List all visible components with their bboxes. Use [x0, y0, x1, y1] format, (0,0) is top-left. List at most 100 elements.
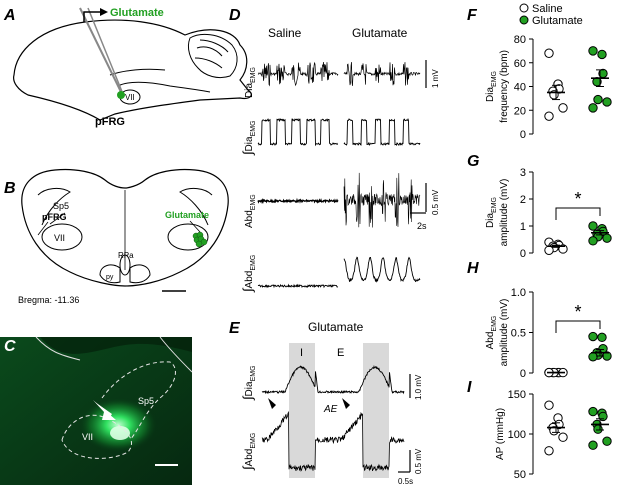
- panel-e-traces: [261, 365, 405, 472]
- y-tick-label: 2: [520, 194, 526, 206]
- brainstem-coronal-outline: [21, 168, 229, 287]
- vii-label-b: VII: [54, 233, 65, 243]
- abd-emg-trace-saline: [257, 197, 339, 205]
- dia-emg-trace-saline: [257, 61, 339, 87]
- scale-10mv-label: 1.0 mV: [414, 374, 423, 400]
- data-point-glutamate: [602, 436, 612, 446]
- legend-glutamate-marker: [519, 15, 529, 25]
- ae-arrowhead-2: [342, 398, 350, 409]
- e-int-dia-label: ∫DiaEMG: [240, 365, 257, 401]
- abd-emg-trace-glutamate: [343, 172, 421, 228]
- data-point-glutamate: [602, 97, 612, 107]
- rpa-outline: [119, 254, 131, 276]
- significance-star: *: [574, 302, 581, 322]
- data-point-saline: [558, 103, 568, 113]
- e-int-abd-trace: [261, 410, 405, 472]
- inspiration-shade-2: [363, 343, 389, 478]
- y-tick-label: 20: [514, 105, 526, 117]
- arrowhead-icon-fill: [93, 400, 116, 420]
- tissue-edge-right: [159, 336, 193, 373]
- svg-text:AbdEMG: AbdEMG: [244, 194, 257, 228]
- sp5-outline-left: [37, 187, 71, 226]
- rpa-label: RPa: [118, 251, 134, 260]
- svg-text:∫DiaEMG: ∫DiaEMG: [240, 120, 257, 156]
- inspiration-shade-1: [289, 343, 315, 478]
- significance-bracket: [555, 207, 601, 220]
- fluorescence-glow: [78, 397, 158, 453]
- sp5-label-b: Sp5: [53, 201, 69, 211]
- dorsal-curve: [109, 68, 166, 76]
- panel-letter-e: E: [229, 320, 241, 337]
- glutamate-title-e: Glutamate: [308, 320, 364, 334]
- data-point-glutamate: [588, 406, 598, 417]
- fluorescence-core: [110, 426, 130, 440]
- saline-header: Saline: [268, 26, 302, 40]
- data-point-glutamate: [593, 424, 603, 434]
- data-point-glutamate: [588, 440, 598, 450]
- y-tick-label: 60: [514, 58, 526, 70]
- y-tick-label: 40: [514, 82, 526, 94]
- e-int-dia-trace: [261, 365, 405, 395]
- y-axis-label: DiaEMGfrequency (bpm): [485, 50, 510, 123]
- cerebellum-folia: [187, 33, 238, 79]
- vii-outline-right: [167, 223, 209, 251]
- y-axis-label: DiaEMGamplitude (mV): [485, 179, 510, 247]
- data-point-glutamate: [588, 331, 598, 342]
- glutamate-pointer-line: [189, 220, 201, 233]
- y-axis-label: AbdEMGamplitude (mV): [485, 299, 510, 367]
- vii-label-c: VII: [82, 432, 93, 442]
- significance-star: *: [574, 189, 581, 209]
- legend-saline-marker: [519, 3, 529, 13]
- phase-e-label: E: [337, 347, 344, 359]
- svg-text:∫DiaEMG: ∫DiaEMG: [240, 365, 257, 401]
- y-axis-label: AP (mmHg): [495, 408, 506, 460]
- svg-text:DiaEMG: DiaEMG: [244, 67, 257, 98]
- scale-2s-label: 2s: [417, 221, 427, 231]
- brainstem-curve: [117, 81, 211, 93]
- panel-letter-c: C: [4, 338, 16, 355]
- scale-1mv-label: 1 mV: [431, 69, 440, 88]
- tissue-edge: [35, 336, 81, 361]
- y-tick-label: 0: [520, 248, 526, 260]
- y-tick-label: 0: [520, 368, 526, 380]
- pfrg-label-a: pFRG: [95, 116, 125, 128]
- injection-site-dot: [117, 91, 125, 99]
- panel-letter-g: G: [467, 153, 479, 170]
- legend-saline-label: Saline: [532, 3, 563, 15]
- y-tick-label: 50: [514, 469, 526, 481]
- sp5-pointer-line: [49, 212, 66, 225]
- svg-text:∫AbdEMG: ∫AbdEMG: [240, 433, 257, 471]
- pfrg-pointer-line: [37, 221, 49, 236]
- glutamate-label-a: Glutamate: [110, 7, 164, 19]
- y-tick-label: 100: [508, 429, 526, 441]
- sp5-label-c: Sp5: [138, 396, 154, 406]
- data-point-glutamate: [588, 103, 598, 113]
- dia-emg-label: DiaEMG: [244, 67, 257, 98]
- data-point-saline: [544, 245, 554, 256]
- e-int-abd-label: ∫AbdEMG: [240, 433, 257, 471]
- ae-label: AE: [323, 404, 338, 415]
- data-point-saline: [544, 446, 554, 456]
- data-point-glutamate: [588, 46, 598, 56]
- panel-letter-b: B: [4, 180, 16, 197]
- ae-arrowhead-1: [268, 398, 276, 409]
- panel-e: E Glutamate I E ∫DiaEMG ∫AbdEMG AE 1.0 m…: [229, 320, 423, 486]
- y-tick-label: 0: [520, 129, 526, 141]
- y-tick-label: 0.5: [511, 328, 526, 340]
- chart-g: G 0 1 2 3 DiaEMGamplitude (mV) *: [467, 153, 612, 260]
- panel-d-traces: [257, 61, 421, 289]
- dia-emg-trace-glutamate: [343, 62, 421, 86]
- panel-letter-d: D: [229, 7, 241, 24]
- panel-letter-i: I: [467, 379, 472, 396]
- int-dia-emg-label: ∫DiaEMG: [240, 120, 257, 156]
- int-dia-trace-glutamate: [343, 117, 421, 146]
- chart-f: F 0 20 40 60 80 DiaEMGfrequency (bpm): [467, 7, 612, 141]
- sp5-outline-right: [179, 187, 213, 226]
- scale-05mv-label-e: 0.5 mV: [414, 448, 423, 474]
- vii-outline-left: [41, 223, 83, 251]
- y-tick-label: 3: [520, 167, 526, 179]
- arrow-head-icon: [100, 8, 108, 16]
